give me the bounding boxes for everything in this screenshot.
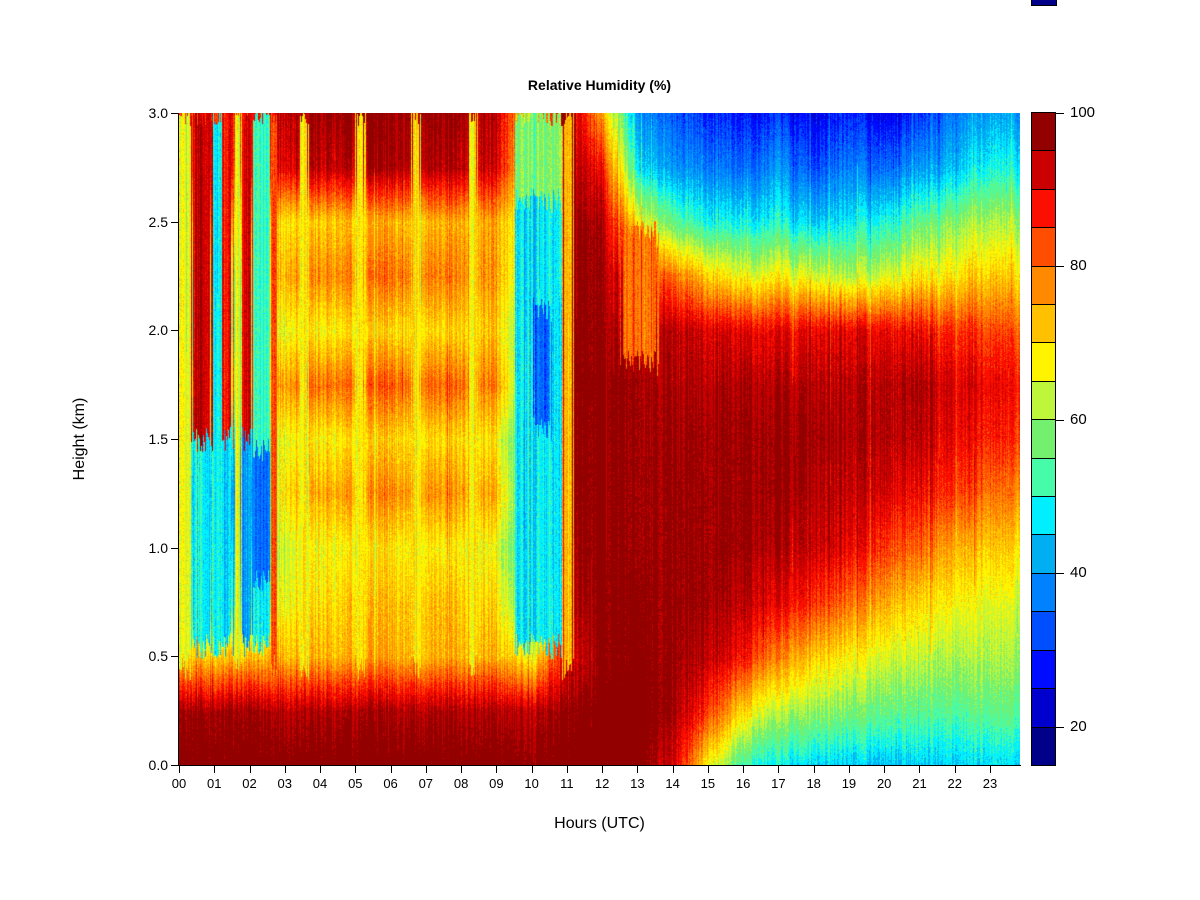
x-tickmark-19 <box>848 766 850 773</box>
x-tick-label-05: 05 <box>348 776 363 791</box>
x-tickmark-20 <box>884 766 886 773</box>
x-tick-label-09: 09 <box>489 776 504 791</box>
x-axis-title: Hours (UTC) <box>554 815 645 832</box>
x-tickmark-01 <box>214 766 216 773</box>
x-tickmark-21 <box>919 766 921 773</box>
chart-title: Relative Humidity (%) <box>527 77 672 93</box>
y-tick-label-0.0: 0.0 <box>148 757 168 773</box>
y-tickmark-2.5 <box>171 221 179 223</box>
x-tick-label-22: 22 <box>947 776 962 791</box>
colorbar-label-40: 40 <box>1070 564 1087 582</box>
x-tickmark-08 <box>461 766 463 773</box>
colorbar-block-60-65 <box>1032 380 1055 420</box>
colorbar-block-40-45 <box>1032 534 1055 573</box>
x-tick-label-10: 10 <box>524 776 539 791</box>
x-tickmark-02 <box>249 766 251 773</box>
x-tick-label-00: 00 <box>171 776 187 791</box>
colorbar-block-30-35 <box>1032 611 1055 650</box>
colorbar-tickmark-40 <box>1056 573 1064 575</box>
x-tick-label-03: 03 <box>277 776 292 791</box>
colorbar-label-60: 60 <box>1070 410 1087 428</box>
colorbar-block-15-20 <box>1032 726 1055 765</box>
x-tick-label-17: 17 <box>771 776 786 791</box>
y-tickmark-3.0 <box>171 113 179 114</box>
x-tickmark-13 <box>637 766 639 773</box>
x-tick-label-02: 02 <box>242 776 257 791</box>
x-tick-label-14: 14 <box>665 776 680 791</box>
x-tick-label-16: 16 <box>735 776 751 791</box>
x-tick-label-01: 01 <box>207 776 222 791</box>
x-tickmark-04 <box>320 766 322 773</box>
y-tickmark-2.0 <box>171 330 179 332</box>
x-tick-label-18: 18 <box>806 776 821 791</box>
x-tickmark-18 <box>813 766 815 773</box>
colorbar-block-80-85 <box>1032 227 1055 266</box>
x-tick-label-11: 11 <box>560 776 574 791</box>
x-tickmark-07 <box>425 766 427 773</box>
colorbar <box>1031 112 1056 766</box>
colorbar-label-80: 80 <box>1070 257 1087 275</box>
y-tick-label-1.0: 1.0 <box>148 539 168 556</box>
x-tickmark-11 <box>566 766 568 773</box>
y-tick-label-0.5: 0.5 <box>148 648 168 665</box>
x-tick-label-08: 08 <box>453 776 469 791</box>
x-tickmark-06 <box>390 766 392 773</box>
y-tick-label-2.0: 2.0 <box>148 322 168 339</box>
x-tick-label-06: 06 <box>383 776 398 791</box>
colorbar-block-70-75 <box>1032 304 1055 343</box>
colorbar-block-20-25 <box>1032 688 1055 727</box>
x-tick-label-21: 21 <box>912 776 927 791</box>
colorbar-label-100: 100 <box>1070 104 1096 121</box>
y-tickmark-0.5 <box>171 656 179 658</box>
colorbar-block-25-30 <box>1032 649 1055 689</box>
colorbar-tickmark-60 <box>1056 419 1064 421</box>
x-tick-label-12: 12 <box>594 776 610 791</box>
x-tick-label-13: 13 <box>630 776 645 791</box>
x-tickmark-05 <box>355 766 357 773</box>
colorbar-block-45-50 <box>1032 496 1055 535</box>
x-tick-label-19: 19 <box>841 776 857 791</box>
x-tickmark-23 <box>989 766 991 773</box>
y-tick-label-1.5: 1.5 <box>148 431 168 447</box>
x-tickmark-17 <box>778 766 780 773</box>
colorbar-block-95-100 <box>1032 113 1055 151</box>
colorbar-tickmark-100 <box>1056 113 1064 114</box>
colorbar-block-85-90 <box>1032 188 1055 228</box>
x-tickmark-03 <box>284 766 286 773</box>
x-tick-label-23: 23 <box>982 776 998 791</box>
clipped-colorbar-fragment <box>1031 0 1057 6</box>
y-tickmark-1.5 <box>171 439 179 440</box>
y-tick-label-2.5: 2.5 <box>148 213 168 230</box>
colorbar-tickmark-80 <box>1056 266 1064 268</box>
colorbar-block-50-55 <box>1032 457 1055 497</box>
x-tick-label-07: 07 <box>418 776 434 791</box>
x-tick-label-20: 20 <box>876 776 892 791</box>
y-axis-title: Height (km) <box>71 397 88 481</box>
x-tickmark-22 <box>954 766 956 773</box>
x-tickmark-15 <box>707 766 709 773</box>
colorbar-block-55-60 <box>1032 419 1055 458</box>
x-tickmark-14 <box>672 766 674 773</box>
colorbar-block-90-95 <box>1032 150 1055 189</box>
y-tickmark-0.0 <box>171 765 179 766</box>
x-tick-label-04: 04 <box>312 776 328 791</box>
colorbar-block-35-40 <box>1032 572 1055 612</box>
x-tick-label-15: 15 <box>700 776 716 791</box>
x-axis-line <box>178 765 1021 766</box>
y-tickmark-1.0 <box>171 547 179 549</box>
colorbar-label-20: 20 <box>1070 717 1087 735</box>
colorbar-tickmark-20 <box>1056 726 1064 728</box>
x-tickmark-12 <box>602 766 604 773</box>
x-tickmark-16 <box>743 766 745 773</box>
heatmap-canvas <box>179 113 1020 765</box>
x-tickmark-00 <box>179 766 180 773</box>
x-tickmark-09 <box>496 766 498 773</box>
colorbar-block-65-70 <box>1032 342 1055 381</box>
x-tickmark-10 <box>531 766 533 773</box>
y-tick-label-3.0: 3.0 <box>148 105 168 121</box>
colorbar-block-75-80 <box>1032 265 1055 305</box>
